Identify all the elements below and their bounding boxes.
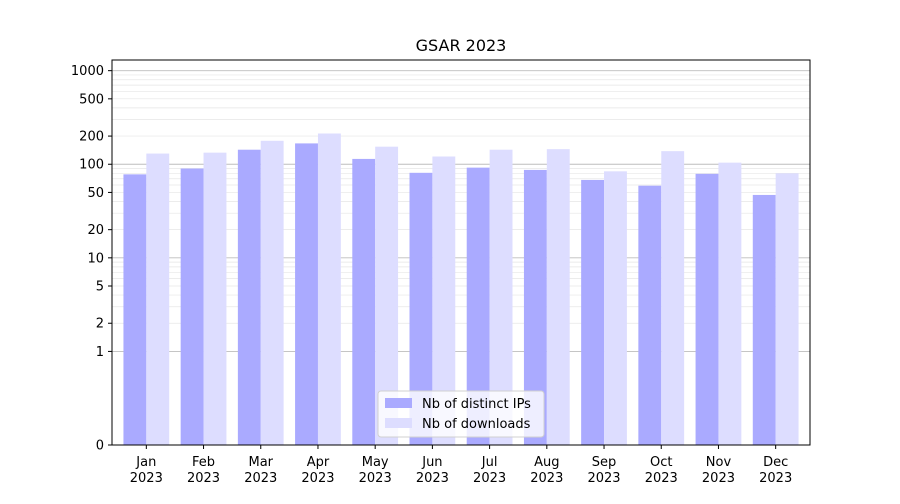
bar-distinct-ips bbox=[638, 185, 662, 446]
bar-downloads bbox=[546, 149, 570, 445]
bar-distinct-ips bbox=[466, 167, 490, 445]
legend-box bbox=[377, 390, 545, 438]
x-tick-label: Nov 2023 bbox=[702, 455, 735, 486]
bar-downloads bbox=[604, 171, 627, 445]
y-tick-label: 50 bbox=[87, 186, 104, 201]
legend-swatch bbox=[385, 418, 412, 428]
y-tick-label: 5 bbox=[96, 280, 104, 295]
bar-downloads bbox=[203, 152, 227, 445]
x-tick-label: Jul 2023 bbox=[473, 455, 506, 486]
bar-distinct-ips bbox=[180, 168, 204, 445]
y-tick-label: 500 bbox=[79, 92, 104, 107]
y-tick-label: 100 bbox=[79, 158, 104, 173]
x-tick-label: Jan 2023 bbox=[130, 455, 163, 486]
bar-downloads bbox=[317, 133, 341, 445]
bar-downloads bbox=[661, 151, 685, 446]
x-tick-label: Feb 2023 bbox=[187, 455, 220, 486]
bar-downloads bbox=[718, 162, 742, 445]
bars-layer bbox=[123, 133, 799, 446]
legend: Nb of distinct IPs Nb of downloads bbox=[377, 390, 545, 438]
y-tick-label: 10 bbox=[87, 251, 104, 266]
y-tick-label: 200 bbox=[79, 130, 104, 145]
x-tick-label: Mar 2023 bbox=[244, 455, 277, 486]
x-tick-label: Dec 2023 bbox=[759, 455, 792, 486]
legend-label: Nb of downloads bbox=[422, 417, 531, 432]
y-axis: 0 1 2 5 10 20 50 100 200 500 1000 bbox=[71, 64, 112, 454]
chart-title: GSAR 2023 bbox=[416, 36, 507, 55]
bar-distinct-ips bbox=[295, 143, 318, 446]
bar-downloads bbox=[432, 156, 456, 446]
y-tick-label: 2 bbox=[96, 317, 104, 332]
y-tick-label: 1 bbox=[96, 345, 104, 360]
bar-distinct-ips bbox=[695, 173, 719, 446]
bar-distinct-ips bbox=[409, 172, 433, 445]
bar-distinct-ips bbox=[352, 158, 376, 446]
x-tick-label: May 2023 bbox=[359, 455, 392, 486]
x-tick-label: Oct 2023 bbox=[645, 455, 678, 486]
bar-distinct-ips bbox=[123, 174, 147, 445]
x-tick-label: Sep 2023 bbox=[587, 455, 620, 486]
x-tick-label: Apr 2023 bbox=[301, 455, 334, 486]
bar-downloads bbox=[146, 153, 170, 446]
plot-area-frame bbox=[111, 59, 811, 446]
x-tick-label: Jun 2023 bbox=[416, 455, 449, 486]
legend-swatch bbox=[385, 398, 412, 408]
x-tick-label: Aug 2023 bbox=[530, 455, 563, 486]
bar-downloads bbox=[260, 140, 284, 445]
bar-distinct-ips bbox=[581, 179, 605, 445]
bar-distinct-ips bbox=[752, 194, 776, 445]
bar-distinct-ips bbox=[523, 169, 547, 445]
bar-distinct-ips bbox=[237, 149, 261, 445]
x-axis: Jan 2023 Feb 2023 Mar 2023 Apr 2023 May 2023 Jun 20… bbox=[130, 445, 792, 486]
legend-label: Nb of distinct IPs bbox=[422, 397, 531, 412]
grid-layer bbox=[112, 70, 810, 352]
y-tick-label: 0 bbox=[96, 439, 104, 454]
bar-downloads bbox=[489, 149, 513, 445]
y-tick-label: 20 bbox=[87, 223, 104, 238]
y-tick-label: 1000 bbox=[71, 64, 104, 79]
bar-downloads bbox=[375, 146, 399, 446]
bar-downloads bbox=[775, 173, 799, 445]
